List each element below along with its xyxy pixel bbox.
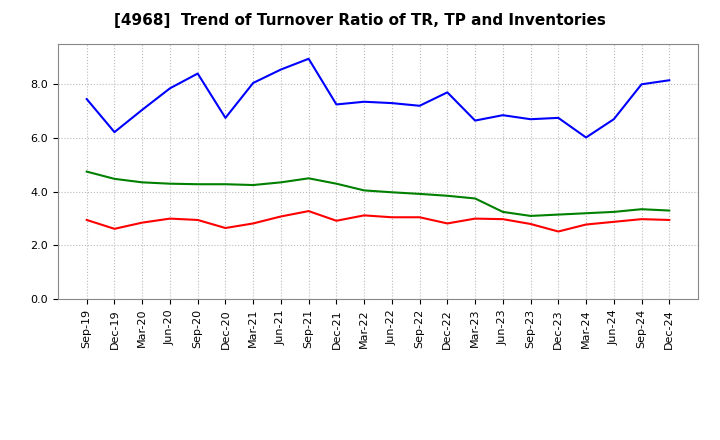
Trade Payables	[276, 67, 285, 72]
Inventories	[221, 182, 230, 187]
Trade Payables	[166, 86, 174, 91]
Trade Payables	[110, 129, 119, 135]
Inventories	[82, 169, 91, 174]
Trade Payables	[360, 99, 369, 104]
Text: [4968]  Trend of Turnover Ratio of TR, TP and Inventories: [4968] Trend of Turnover Ratio of TR, TP…	[114, 13, 606, 28]
Trade Receivables	[249, 221, 258, 226]
Trade Receivables	[471, 216, 480, 221]
Line: Inventories: Inventories	[86, 172, 670, 216]
Trade Payables	[194, 71, 202, 76]
Trade Payables	[82, 96, 91, 102]
Inventories	[609, 209, 618, 215]
Trade Payables	[498, 113, 507, 118]
Trade Receivables	[221, 225, 230, 231]
Inventories	[665, 208, 674, 213]
Inventories	[360, 188, 369, 193]
Inventories	[166, 181, 174, 186]
Trade Receivables	[194, 217, 202, 223]
Inventories	[194, 182, 202, 187]
Trade Payables	[526, 117, 535, 122]
Trade Payables	[609, 117, 618, 122]
Trade Payables	[305, 56, 313, 62]
Inventories	[249, 183, 258, 188]
Inventories	[582, 211, 590, 216]
Trade Payables	[582, 135, 590, 140]
Trade Receivables	[82, 217, 91, 223]
Trade Payables	[471, 118, 480, 123]
Inventories	[443, 193, 451, 198]
Trade Payables	[332, 102, 341, 107]
Line: Trade Receivables: Trade Receivables	[86, 211, 670, 231]
Trade Receivables	[138, 220, 147, 225]
Trade Payables	[387, 100, 396, 106]
Trade Payables	[221, 115, 230, 121]
Trade Receivables	[360, 213, 369, 218]
Trade Receivables	[166, 216, 174, 221]
Trade Receivables	[332, 218, 341, 224]
Trade Payables	[665, 77, 674, 83]
Trade Receivables	[554, 229, 562, 234]
Inventories	[415, 191, 424, 197]
Trade Receivables	[582, 222, 590, 227]
Trade Payables	[138, 107, 147, 113]
Inventories	[637, 206, 646, 212]
Trade Payables	[249, 81, 258, 86]
Trade Receivables	[415, 215, 424, 220]
Trade Receivables	[276, 214, 285, 219]
Trade Receivables	[443, 221, 451, 226]
Trade Receivables	[498, 216, 507, 222]
Trade Payables	[415, 103, 424, 108]
Inventories	[332, 181, 341, 186]
Inventories	[138, 180, 147, 185]
Inventories	[526, 213, 535, 219]
Trade Receivables	[110, 226, 119, 231]
Trade Receivables	[526, 221, 535, 227]
Inventories	[471, 196, 480, 201]
Trade Receivables	[637, 216, 646, 222]
Inventories	[498, 209, 507, 215]
Trade Payables	[443, 90, 451, 95]
Trade Payables	[554, 115, 562, 121]
Line: Trade Payables: Trade Payables	[86, 59, 670, 137]
Trade Receivables	[609, 219, 618, 224]
Trade Receivables	[387, 215, 396, 220]
Inventories	[387, 190, 396, 195]
Inventories	[276, 180, 285, 185]
Legend: Trade Receivables, Trade Payables, Inventories: Trade Receivables, Trade Payables, Inven…	[165, 438, 591, 440]
Inventories	[110, 176, 119, 181]
Trade Receivables	[665, 217, 674, 223]
Trade Payables	[637, 82, 646, 87]
Inventories	[305, 176, 313, 181]
Inventories	[554, 212, 562, 217]
Trade Receivables	[305, 209, 313, 214]
